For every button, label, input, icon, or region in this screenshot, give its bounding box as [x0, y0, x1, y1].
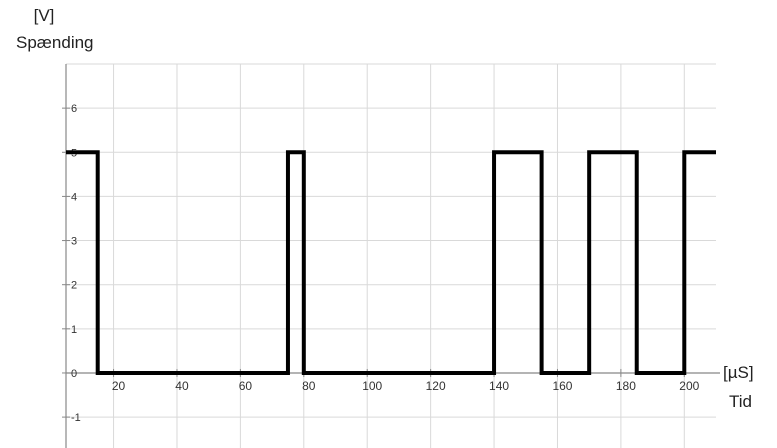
x-tick-label: 180	[616, 379, 636, 393]
x-axis-unit: [µS]	[723, 363, 754, 382]
x-tick-label: 80	[302, 379, 316, 393]
x-tick-label: 160	[552, 379, 572, 393]
y-tick-label: 6	[71, 103, 77, 115]
y-tick-label: 3	[71, 236, 77, 248]
y-tick-label: 4	[71, 191, 77, 203]
x-tick-label: 20	[112, 379, 126, 393]
y-tick-label: 0	[71, 368, 77, 380]
y-axis-label: Spænding	[16, 33, 94, 52]
signal-line	[66, 150, 716, 375]
x-tick-label: 60	[239, 379, 253, 393]
x-axis-label: Tid	[729, 392, 752, 411]
y-tick-label: -1	[71, 412, 81, 424]
x-tick-label: 200	[679, 379, 699, 393]
y-axis-unit: [V]	[33, 6, 55, 25]
x-tick-label: 40	[175, 379, 189, 393]
x-tick-label: 120	[426, 379, 446, 393]
x-tick-label: 140	[489, 379, 509, 393]
x-tick-label: 100	[362, 379, 382, 393]
y-tick-label: 1	[71, 324, 77, 336]
y-tick-label: 2	[71, 280, 77, 292]
